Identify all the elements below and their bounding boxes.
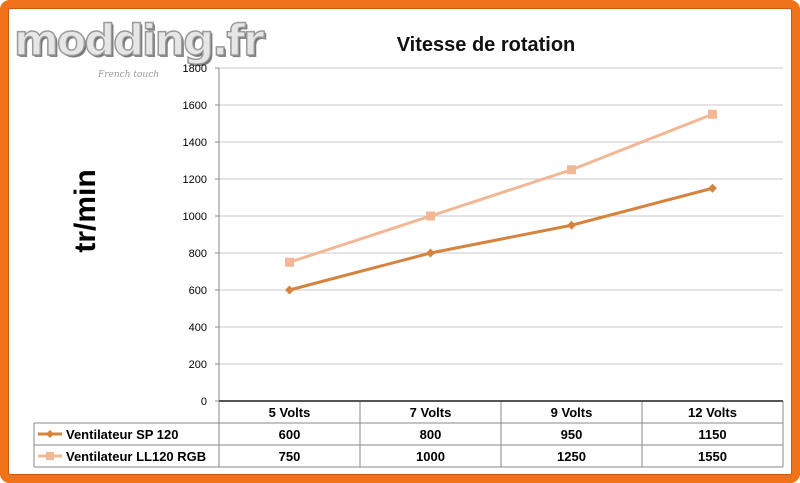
y-tick-label: 1600	[183, 100, 207, 112]
line-chart: 0 200 400 600 800 1000 1200 1400 1600 1800 5 Volts…	[33, 63, 784, 468]
data-point	[426, 248, 435, 258]
data-label: 800	[420, 427, 442, 442]
legend-key-marker	[46, 452, 54, 460]
logo-tagline: French touch	[98, 70, 160, 80]
data-label: 1550	[698, 449, 727, 464]
site-logo: modding.fr	[13, 15, 265, 67]
data-label: 1250	[557, 449, 586, 464]
x-tick-label: 7 Volts	[410, 405, 452, 420]
y-tick-label: 1800	[183, 63, 207, 75]
data-label: 950	[561, 427, 583, 442]
y-tick-label: 0	[201, 396, 207, 408]
data-point	[708, 183, 717, 193]
y-tick-label: 400	[189, 322, 207, 334]
y-tick-label: 600	[189, 285, 207, 297]
y-tick-label: 1200	[183, 174, 207, 186]
data-label: 600	[279, 427, 301, 442]
data-label: 750	[279, 449, 301, 464]
x-tick-label: 12 Volts	[688, 405, 737, 420]
data-point	[285, 257, 294, 267]
series-line	[289, 186, 713, 292]
y-tick-label: 1000	[183, 211, 207, 223]
data-point	[426, 211, 435, 221]
data-point	[708, 109, 717, 119]
legend-entry: Ventilateur LL120 RGB	[66, 449, 206, 464]
x-tick-label: 9 Volts	[551, 405, 593, 420]
data-point	[567, 220, 576, 230]
data-point	[567, 165, 576, 175]
y-tick-label: 800	[189, 248, 207, 260]
data-point	[285, 285, 294, 295]
data-label: 1000	[416, 449, 445, 464]
legend-key-marker	[46, 430, 54, 438]
data-label: 1150	[698, 427, 726, 442]
x-tick-label: 5 Volts	[269, 405, 311, 420]
series-line	[289, 112, 714, 264]
chart-title: Vitesse de rotation	[396, 34, 576, 56]
legend-entry: Ventilateur SP 120	[66, 427, 179, 442]
y-tick-label: 1400	[183, 137, 207, 149]
y-tick-label: 200	[189, 359, 207, 371]
